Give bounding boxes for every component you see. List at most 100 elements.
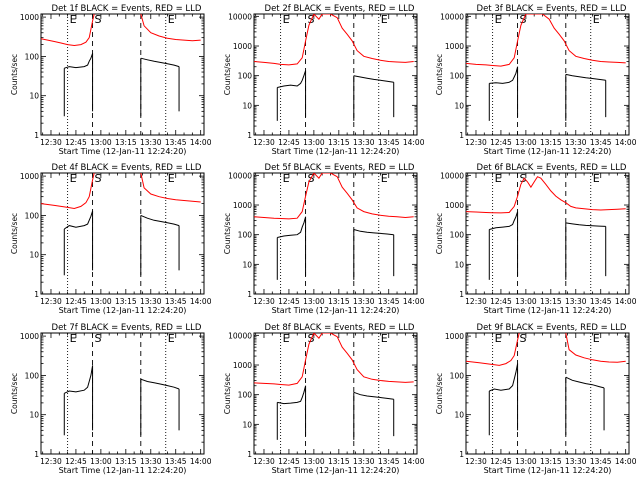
time-marker-label: S — [95, 332, 102, 345]
events-series-line — [140, 57, 180, 68]
y-axis-label: Counts/sec — [10, 213, 19, 254]
x-tick-label: 13:30 — [140, 457, 162, 466]
events-series-line — [64, 210, 94, 230]
chart-panel: Det 1f BLACK = Events, RED = LLD 1 10 100 10… — [10, 4, 212, 156]
chart-title: Det 3f BLACK = Events, RED = LLD — [477, 4, 627, 14]
events-series-line — [489, 66, 519, 84]
x-tick-label: 12:30 — [465, 138, 487, 147]
chart-title: Det 6f BLACK = Events, RED = LLD — [477, 163, 627, 173]
events-series-line — [353, 75, 394, 83]
x-tick-label: 13:45 — [165, 138, 187, 147]
time-marker-label: S — [520, 172, 527, 185]
y-tick-label: 10 — [242, 260, 252, 269]
x-tick-label: 13:30 — [565, 297, 587, 306]
plot-frame — [253, 13, 418, 136]
x-tick-label: 14:00 — [190, 457, 212, 466]
chart-title: Det 4f BLACK = Events, RED = LLD — [52, 163, 202, 173]
events-series-line — [489, 211, 519, 230]
y-tick-label: 10 — [29, 411, 39, 420]
time-marker-label: E — [168, 13, 175, 26]
x-axis-label: Start Time (12-Jan-11 12:24:20) — [59, 466, 187, 475]
x-tick-label: 12:45 — [278, 297, 300, 306]
x-tick-label: 13:45 — [378, 297, 400, 306]
series-group — [254, 14, 414, 121]
y-tick-label: 1 — [247, 290, 252, 299]
chart-panel: Det 9f BLACK = Events, RED = LLD 1 10 100 10… — [435, 323, 637, 475]
y-axis-label: Counts/sec — [435, 213, 444, 254]
events-series-line — [565, 222, 606, 227]
chart-title: Det 7f BLACK = Events, RED = LLD — [52, 323, 202, 333]
chart-title: Det 1f BLACK = Events, RED = LLD — [52, 4, 202, 14]
time-marker-label: E — [70, 332, 77, 345]
lld-series-line — [565, 333, 626, 363]
chart-title: Det 2f BLACK = Events, RED = LLD — [265, 4, 415, 14]
events-series-line — [353, 391, 394, 400]
lld-series-line — [41, 173, 95, 210]
time-marker-label: E — [593, 172, 600, 185]
plot-frame — [40, 332, 205, 455]
x-tick-label: 13:45 — [165, 457, 187, 466]
chart-panel: Det 8f BLACK = Events, RED = LLD 1 10 100 10… — [223, 323, 425, 475]
y-tick-label: 1 — [34, 450, 39, 459]
time-marker-label: E — [283, 332, 290, 345]
x-tick-label: 12:45 — [278, 138, 300, 147]
time-marker-label: E — [283, 13, 290, 26]
x-tick-label: 12:30 — [465, 457, 487, 466]
x-tick-label: 12:30 — [40, 138, 62, 147]
lld-series-line — [140, 173, 201, 203]
series-group — [466, 14, 626, 121]
x-tick-label: 13:45 — [378, 457, 400, 466]
y-tick-label: 1000 — [233, 361, 252, 370]
y-tick-label: 10 — [454, 411, 464, 420]
x-tick-label: 13:45 — [165, 297, 187, 306]
x-tick-label: 12:45 — [278, 457, 300, 466]
lld-series-line — [254, 333, 414, 386]
time-marker-label: S — [95, 13, 102, 26]
y-axis-label: Counts/sec — [435, 54, 444, 95]
y-axis-label: Counts/sec — [223, 373, 232, 414]
x-tick-label: 13:00 — [303, 297, 325, 306]
series-group — [41, 173, 201, 276]
lld-series-line — [466, 176, 626, 214]
y-tick-label: 100 — [25, 52, 40, 61]
x-tick-label: 13:15 — [115, 297, 137, 306]
x-tick-label: 12:30 — [253, 138, 275, 147]
x-tick-label: 12:45 — [490, 138, 512, 147]
y-tick-label: 10000 — [228, 12, 252, 21]
plot-frame — [40, 172, 205, 295]
chart-panel: Det 2f BLACK = Events, RED = LLD 1 10 100 10… — [223, 4, 425, 156]
x-tick-label: 14:00 — [615, 457, 637, 466]
x-tick-label: 14:00 — [190, 297, 212, 306]
events-series-line — [140, 214, 180, 227]
y-tick-label: 1 — [459, 290, 464, 299]
time-marker-label: E — [283, 172, 290, 185]
y-tick-label: 100 — [238, 72, 253, 81]
y-tick-label: 100 — [450, 231, 465, 240]
events-series-line — [64, 53, 94, 69]
y-axis-label: Counts/sec — [10, 373, 19, 414]
x-tick-label: 13:15 — [540, 138, 562, 147]
time-marker-label: E — [381, 13, 388, 26]
y-tick-label: 10 — [454, 101, 464, 110]
y-tick-label: 100 — [450, 72, 465, 81]
x-tick-label: 12:30 — [465, 297, 487, 306]
y-tick-label: 10000 — [228, 331, 252, 340]
y-axis-label: Counts/sec — [223, 54, 232, 95]
x-tick-label: 12:45 — [65, 457, 87, 466]
events-series-line — [277, 385, 307, 405]
y-axis-label: Counts/sec — [223, 213, 232, 254]
events-series-line — [140, 378, 180, 390]
y-axis-label: Counts/sec — [435, 373, 444, 414]
x-tick-label: 13:15 — [328, 138, 350, 147]
x-tick-label: 13:30 — [565, 457, 587, 466]
lld-series-line — [254, 14, 414, 66]
events-series-line — [353, 229, 394, 236]
chart-title: Det 8f BLACK = Events, RED = LLD — [265, 323, 415, 333]
x-tick-label: 12:45 — [490, 457, 512, 466]
x-axis-label: Start Time (12-Jan-11 12:24:20) — [484, 306, 612, 315]
x-tick-label: 13:30 — [353, 457, 375, 466]
x-tick-label: 12:30 — [40, 297, 62, 306]
y-tick-label: 1 — [34, 131, 39, 140]
y-tick-label: 100 — [25, 371, 40, 380]
